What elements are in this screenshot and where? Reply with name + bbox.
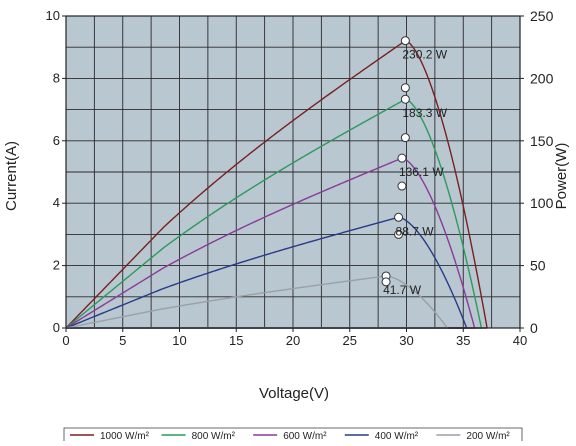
y-axis-label-right: Power(W) bbox=[553, 143, 570, 210]
legend-label-1: 800 W/m² bbox=[192, 431, 236, 441]
y-tick-label-left: 2 bbox=[53, 258, 60, 273]
x-tick-label: 0 bbox=[62, 333, 69, 348]
y-tick-label-right: 200 bbox=[530, 70, 554, 86]
legend-label-2: 600 W/m² bbox=[283, 431, 327, 441]
x-tick-label: 15 bbox=[229, 333, 243, 348]
markers bbox=[381, 36, 410, 287]
power-annotation-3: 88.7 W bbox=[396, 224, 435, 238]
pv-curve-1 bbox=[65, 98, 483, 329]
y-tick-label-right: 0 bbox=[530, 320, 538, 336]
x-tick-label: 30 bbox=[399, 333, 413, 348]
power-annotation-2: 136.1 W bbox=[399, 165, 444, 179]
x-tick-label: 5 bbox=[119, 333, 126, 348]
mpp-current-marker-2 bbox=[397, 181, 407, 191]
x-tick-label: 20 bbox=[286, 333, 300, 348]
x-axis-label: Voltage(V) bbox=[259, 385, 329, 402]
pv-curve-0 bbox=[65, 40, 488, 329]
y-tick-label-left: 4 bbox=[53, 195, 60, 210]
power-annotation-1: 183.3 W bbox=[402, 106, 447, 120]
mpp-power-marker-3 bbox=[394, 212, 404, 222]
y-tick-label-right: 50 bbox=[530, 258, 546, 274]
mpp-power-marker-0 bbox=[400, 36, 410, 46]
mpp-current-marker-3 bbox=[394, 229, 404, 239]
y-tick-label-left: 0 bbox=[53, 320, 60, 335]
y-tick-label-left: 8 bbox=[53, 70, 60, 85]
legend-label-4: 200 W/m² bbox=[466, 431, 510, 441]
legend: 1000 W/m² 800 W/m² 600 W/m² 400 W/m² 200 W/m… bbox=[63, 427, 523, 443]
x-tick-label: 40 bbox=[513, 333, 527, 348]
y-axis-label-left: Current(A) bbox=[3, 141, 20, 211]
y-tick-label-right: 100 bbox=[530, 195, 554, 211]
mpp-power-marker-1 bbox=[400, 94, 410, 104]
power-annotation-4: 41.7 W bbox=[383, 283, 422, 297]
y-tick-label-left: 10 bbox=[46, 8, 60, 23]
mpp-current-marker-1 bbox=[400, 133, 410, 143]
x-tick-label: 25 bbox=[343, 333, 357, 348]
x-tick-label: 35 bbox=[456, 333, 470, 348]
x-tick-label: 10 bbox=[172, 333, 186, 348]
mpp-current-marker-4 bbox=[381, 277, 391, 287]
y-tick-label-left: 6 bbox=[53, 133, 60, 148]
mpp-power-marker-2 bbox=[397, 153, 407, 163]
y-tick-label-right: 150 bbox=[530, 133, 554, 149]
y-tick-label-right: 250 bbox=[530, 8, 554, 24]
legend-label-3: 400 W/m² bbox=[375, 431, 419, 441]
power-annotation-0: 230.2 W bbox=[402, 48, 447, 62]
annotations: 230.2 W 183.3 W 136.1 W 88.7 W 41.7 W bbox=[383, 48, 448, 297]
pv-curve-2 bbox=[65, 157, 476, 329]
mpp-current-marker-0 bbox=[400, 83, 410, 93]
legend-label-0: 1000 W/m² bbox=[100, 431, 150, 441]
